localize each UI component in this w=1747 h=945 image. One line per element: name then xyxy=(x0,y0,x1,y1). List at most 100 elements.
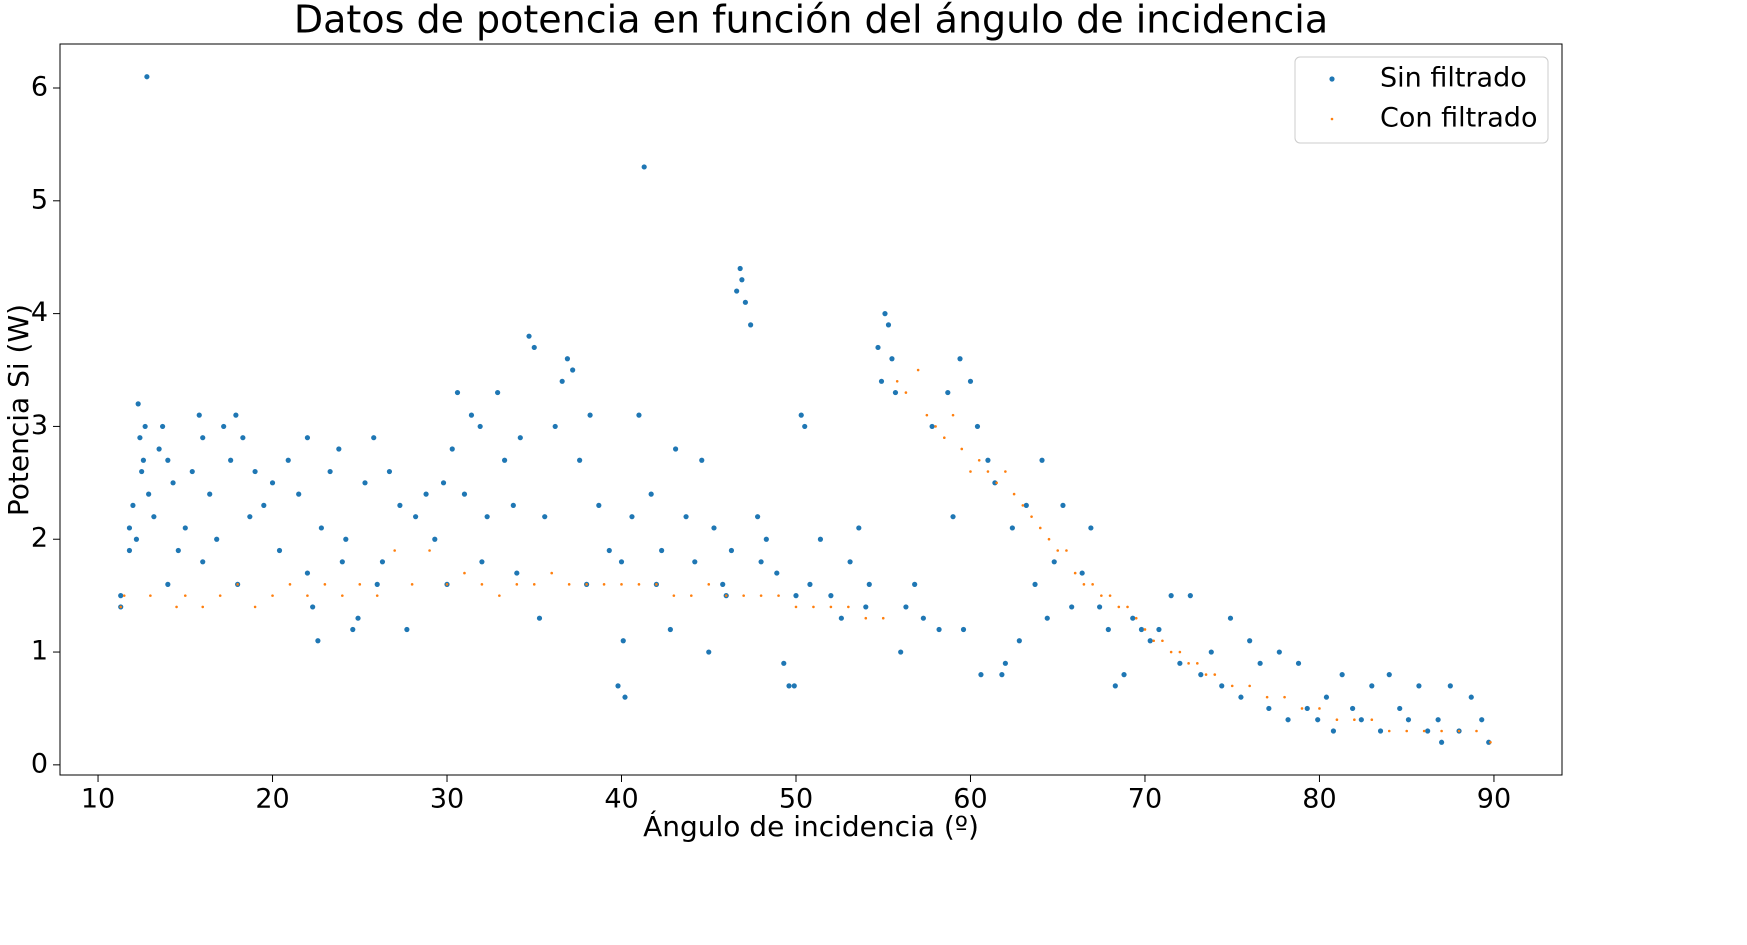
point xyxy=(165,457,171,463)
point xyxy=(296,491,302,497)
point xyxy=(950,514,956,520)
point xyxy=(1187,593,1193,599)
point xyxy=(637,583,641,586)
plot-frame xyxy=(59,43,1563,776)
point xyxy=(1130,615,1136,621)
point xyxy=(1387,729,1391,733)
point xyxy=(878,378,885,384)
x-tick-label: 50 xyxy=(779,784,813,815)
point xyxy=(327,468,333,475)
point xyxy=(304,570,311,576)
point xyxy=(1369,683,1375,689)
point xyxy=(1126,605,1129,609)
point xyxy=(641,164,647,170)
point xyxy=(618,559,625,565)
point xyxy=(463,571,466,575)
point xyxy=(912,581,918,587)
point xyxy=(1318,707,1321,710)
point xyxy=(1030,515,1033,518)
point xyxy=(945,389,951,396)
point xyxy=(802,423,808,430)
point xyxy=(397,502,403,508)
point xyxy=(1196,662,1199,665)
point xyxy=(393,549,396,552)
point xyxy=(1039,457,1045,463)
point xyxy=(170,480,176,486)
point xyxy=(999,672,1005,678)
point xyxy=(1447,683,1453,689)
point xyxy=(699,457,705,463)
point xyxy=(1335,718,1339,722)
point xyxy=(577,457,583,463)
point xyxy=(672,594,676,597)
point xyxy=(838,615,844,621)
point xyxy=(960,626,967,633)
point xyxy=(228,457,234,463)
point xyxy=(1295,660,1302,666)
point xyxy=(903,604,909,610)
point xyxy=(777,594,780,597)
point xyxy=(960,447,964,451)
point xyxy=(559,378,565,384)
point xyxy=(1435,717,1441,723)
legend-label: Sin filtrado xyxy=(1380,63,1527,94)
point xyxy=(413,514,419,520)
point xyxy=(1370,718,1374,722)
point xyxy=(445,583,449,586)
point xyxy=(978,672,984,678)
point xyxy=(1004,470,1007,473)
point xyxy=(1422,729,1426,733)
point xyxy=(967,378,974,384)
point xyxy=(1032,581,1038,587)
point xyxy=(139,468,145,475)
point xyxy=(829,605,833,609)
point xyxy=(1117,605,1121,609)
point xyxy=(564,356,571,362)
point xyxy=(183,594,187,597)
point xyxy=(895,379,899,383)
point xyxy=(1112,683,1118,689)
point xyxy=(847,605,850,609)
point xyxy=(461,491,468,497)
point xyxy=(1339,672,1345,678)
point xyxy=(1169,650,1173,654)
point xyxy=(130,502,136,508)
point xyxy=(629,514,635,520)
x-tick-label: 10 xyxy=(81,784,115,815)
x-tick-label: 90 xyxy=(1477,784,1511,815)
x-tick-label: 80 xyxy=(1302,784,1336,815)
point xyxy=(236,583,239,586)
point xyxy=(1405,729,1409,733)
point xyxy=(404,626,410,633)
point xyxy=(1230,684,1234,688)
point xyxy=(706,649,712,655)
point xyxy=(925,413,929,417)
point xyxy=(240,435,246,441)
point xyxy=(1069,604,1075,610)
point xyxy=(1323,694,1330,700)
point xyxy=(343,536,349,542)
point xyxy=(449,446,455,452)
point xyxy=(615,683,621,689)
point xyxy=(1425,728,1431,734)
point xyxy=(655,583,658,586)
point xyxy=(119,605,123,609)
point xyxy=(724,594,728,597)
point xyxy=(1204,673,1208,676)
point xyxy=(737,265,743,272)
point xyxy=(1468,694,1474,700)
point xyxy=(1016,638,1022,644)
point xyxy=(943,436,946,440)
point xyxy=(929,423,935,430)
point xyxy=(1283,695,1286,699)
y-tick-label: 6 xyxy=(31,71,48,102)
point xyxy=(1315,717,1321,723)
point xyxy=(1475,729,1478,733)
point xyxy=(875,344,881,351)
point xyxy=(135,401,141,407)
point xyxy=(159,423,166,430)
point xyxy=(587,412,593,418)
point xyxy=(142,423,148,430)
point xyxy=(233,412,239,418)
point xyxy=(1143,628,1147,631)
